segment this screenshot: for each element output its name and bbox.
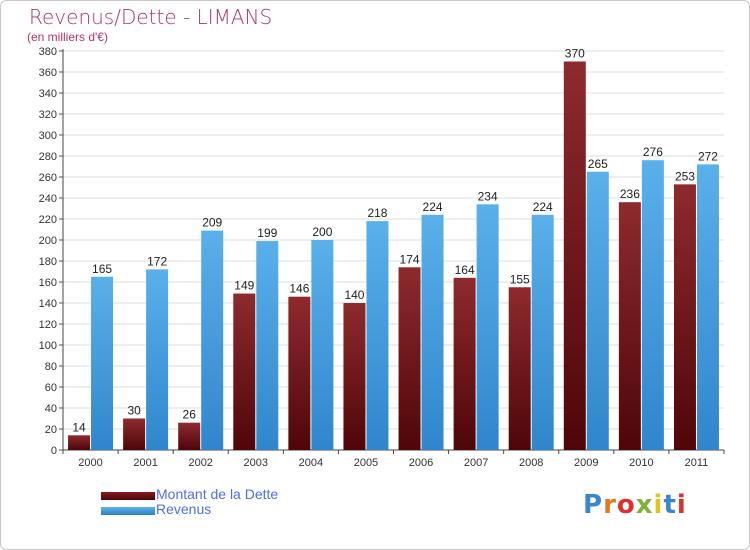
x-tick-label: 2003 (244, 457, 268, 469)
bar-revenue (201, 230, 224, 450)
x-tick-label: 2007 (464, 457, 488, 469)
data-label-revenue: 200 (312, 225, 332, 239)
bar-debt (178, 422, 201, 450)
legend-swatch-debt (101, 492, 155, 500)
x-tick-label: 2002 (188, 457, 212, 469)
data-label-revenue: 265 (588, 157, 608, 171)
data-label-revenue: 276 (643, 145, 663, 159)
data-label-revenue: 234 (478, 189, 498, 203)
chart-subtitle: (en milliers d'€) (27, 30, 108, 44)
bar-revenue (311, 240, 334, 450)
y-tick-label: 100 (39, 340, 57, 352)
data-label-revenue: 272 (698, 149, 718, 163)
y-tick-label: 360 (39, 67, 57, 79)
data-label-revenue: 224 (533, 200, 553, 214)
legend-swatch-revenue (101, 507, 155, 515)
data-label-debt: 253 (675, 169, 695, 183)
x-tick-label: 2000 (78, 457, 102, 469)
proxiti-logo: Proxiti (583, 490, 687, 520)
bar-debt (233, 293, 256, 450)
logo-letter: t (663, 490, 677, 520)
y-tick-label: 340 (39, 88, 57, 100)
data-label-debt: 149 (234, 279, 254, 293)
bar-debt (673, 184, 696, 450)
data-label-debt: 14 (72, 420, 86, 434)
y-tick-label: 320 (39, 109, 57, 121)
y-tick-label: 0 (51, 445, 57, 457)
bar-debt (563, 61, 586, 450)
y-tick-label: 380 (39, 46, 57, 58)
y-tick-label: 260 (39, 172, 57, 184)
y-tick-label: 120 (39, 319, 57, 331)
x-tick-label: 2006 (409, 457, 433, 469)
y-tick-label: 140 (39, 298, 57, 310)
bar-revenue (256, 241, 279, 450)
y-tick-label: 80 (45, 361, 57, 373)
bar-debt (453, 277, 476, 450)
data-label-debt: 164 (455, 263, 475, 277)
logo-letter: i (653, 490, 664, 520)
bar-debt (618, 202, 641, 450)
y-tick-label: 60 (45, 382, 57, 394)
data-label-debt: 236 (620, 187, 640, 201)
logo-letter: i (676, 490, 687, 520)
y-tick-label: 20 (45, 424, 57, 436)
bar-revenue (586, 171, 609, 450)
bar-revenue (366, 221, 389, 450)
bar-debt (68, 435, 91, 450)
data-label-debt: 174 (400, 252, 420, 266)
data-label-revenue: 218 (367, 206, 387, 220)
y-tick-label: 40 (45, 403, 57, 415)
x-tick-label: 2011 (685, 457, 709, 469)
bar-debt (508, 287, 531, 450)
data-label-revenue: 172 (147, 254, 167, 268)
logo-letter: r (603, 490, 617, 520)
x-tick-label: 2010 (629, 457, 653, 469)
legend-label-debt: Montant de la Dette (156, 486, 279, 502)
x-tick-label: 2009 (574, 457, 598, 469)
bar-revenue (91, 276, 114, 450)
data-label-debt: 146 (289, 282, 309, 296)
data-label-debt: 155 (510, 272, 530, 286)
data-label-revenue: 199 (257, 226, 277, 240)
x-tick-label: 2001 (133, 457, 157, 469)
bar-revenue (696, 164, 719, 450)
logo-letter: P (583, 490, 604, 520)
y-tick-label: 240 (39, 193, 57, 205)
data-label-debt: 30 (127, 404, 141, 418)
y-tick-label: 180 (39, 256, 57, 268)
x-tick-label: 2004 (299, 457, 323, 469)
x-tick-label: 2008 (519, 457, 543, 469)
data-label-revenue: 165 (92, 262, 112, 276)
bar-revenue (531, 214, 554, 450)
data-label-debt: 140 (344, 288, 364, 302)
legend-label-revenue: Revenus (156, 501, 212, 517)
x-tick-label: 2005 (354, 457, 378, 469)
chart-title: Revenus/Dette - LIMANS (29, 5, 273, 29)
bar-debt (123, 418, 146, 450)
bar-debt (343, 303, 366, 450)
data-label-revenue: 224 (423, 200, 443, 214)
y-tick-label: 200 (39, 235, 57, 247)
bar-revenue (421, 214, 444, 450)
bar-debt (398, 267, 421, 450)
data-label-revenue: 209 (202, 216, 222, 230)
data-label-debt: 370 (565, 47, 585, 61)
y-tick-label: 300 (39, 130, 57, 142)
logo-letter: o (616, 490, 636, 520)
bar-revenue (476, 204, 499, 450)
bar-revenue (641, 160, 664, 450)
logo-letter: x (635, 490, 654, 520)
y-tick-label: 220 (39, 214, 57, 226)
data-label-debt: 26 (183, 408, 197, 422)
bar-revenue (146, 269, 169, 450)
bar-debt (288, 296, 311, 450)
y-tick-label: 280 (39, 151, 57, 163)
y-tick-label: 160 (39, 277, 57, 289)
